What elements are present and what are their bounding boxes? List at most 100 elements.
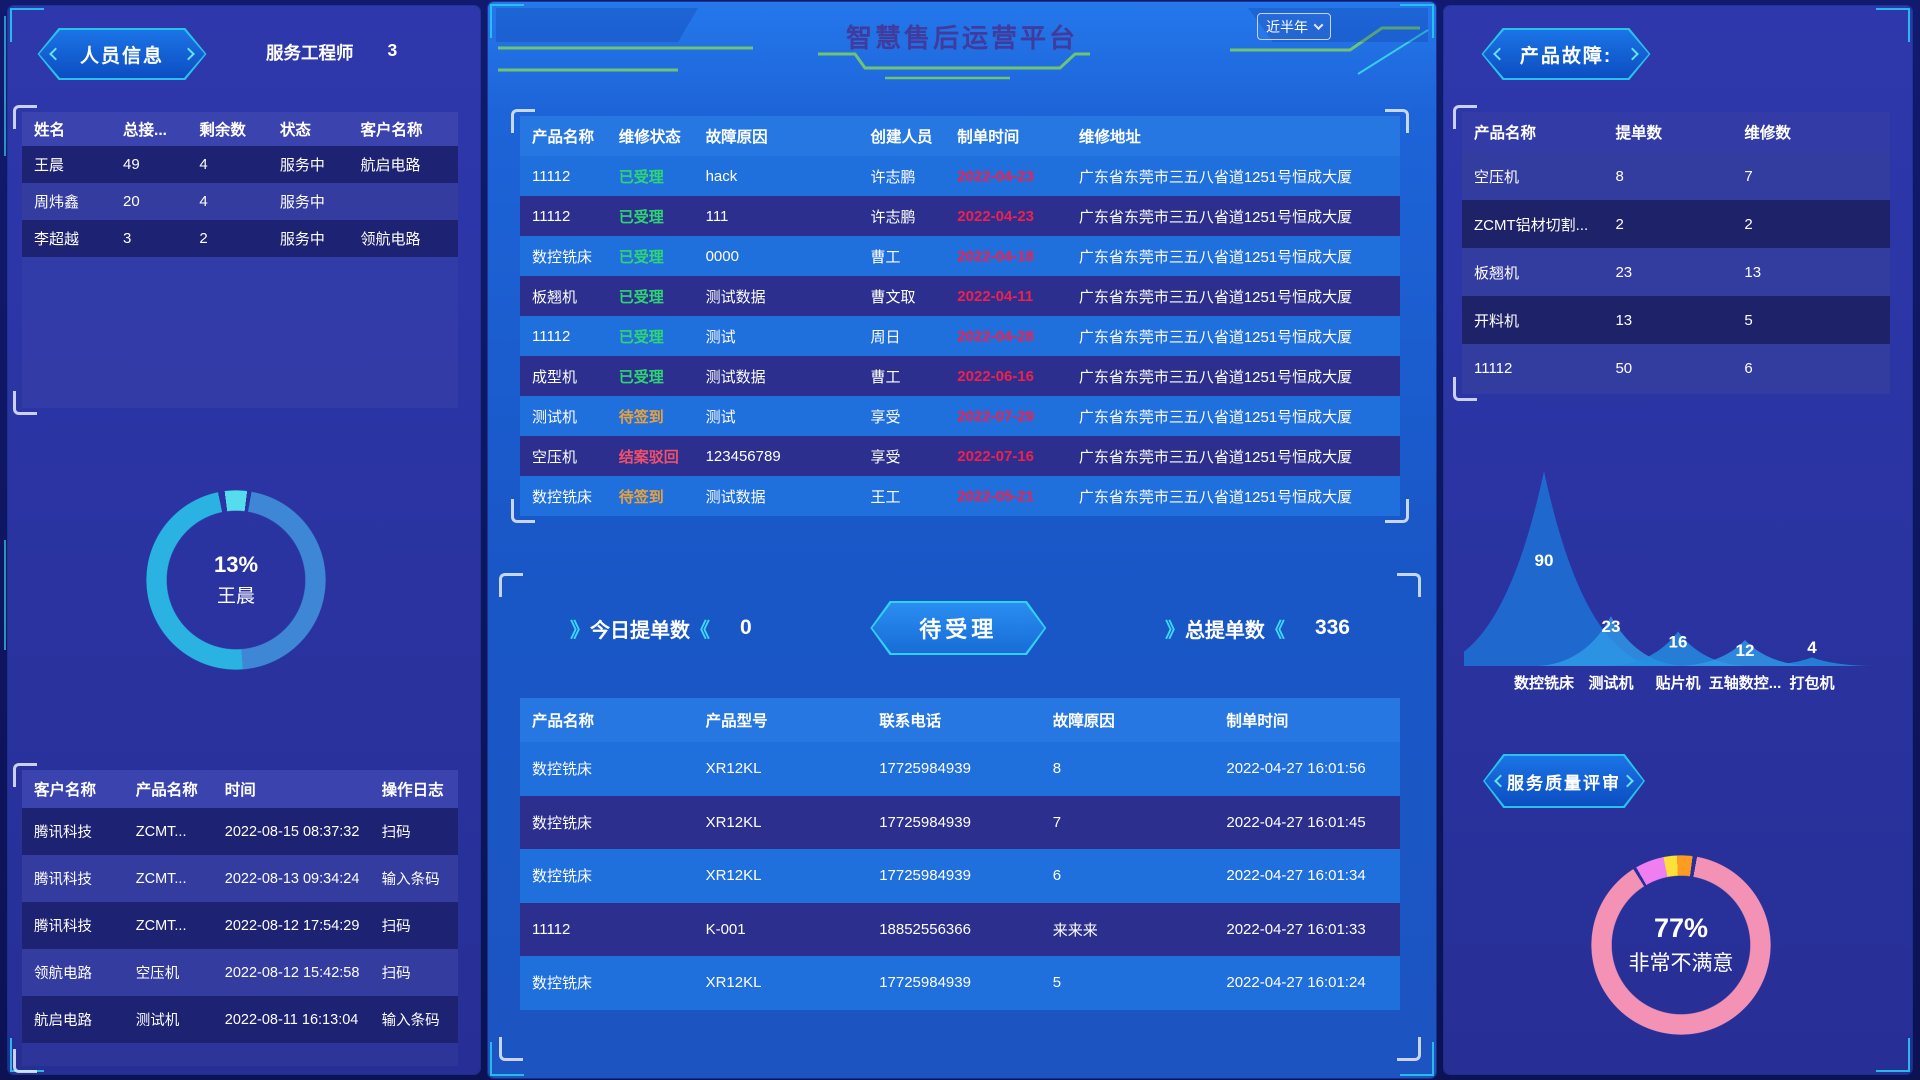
- corner-decoration: [1876, 1038, 1910, 1072]
- table-cell: 5: [1052, 974, 1062, 992]
- table-cell: 123456789: [705, 447, 781, 465]
- table-cell: 2022-07-29: [957, 407, 1035, 425]
- mountain-peak: [1537, 616, 1685, 666]
- table-cell: 数控铣床: [532, 248, 593, 266]
- column-header: 姓名: [34, 122, 66, 139]
- table-cell: 11112: [1474, 359, 1513, 377]
- table-cell: 来来来: [1052, 921, 1098, 939]
- corner-bracket: [1397, 1037, 1421, 1061]
- column-header: 提单数: [1615, 125, 1662, 142]
- table-cell: 2022-08-12 15:42:58: [224, 964, 360, 981]
- column-header: 故障原因: [1052, 713, 1115, 730]
- column-header: 产品名称: [135, 782, 198, 799]
- table-cell: 7: [1744, 167, 1753, 185]
- mountain-peak: [1431, 471, 1657, 666]
- donut-person-name: 王晨: [216, 586, 255, 607]
- table-cell: 23: [1615, 263, 1633, 281]
- table-cell: 王晨: [34, 157, 65, 174]
- table-cell: 享受: [870, 448, 901, 466]
- table-cell: 广东省东莞市三五八省道1251号恒成大厦: [1078, 328, 1353, 346]
- today-tickets-label: 今日提单数: [590, 619, 690, 642]
- table-cell: 8: [1615, 167, 1624, 185]
- fault-table-header: 产品名称 提单数 维修数: [1462, 112, 1890, 152]
- column-header: 维修状态: [618, 129, 681, 146]
- table-cell: 2022-05-21: [957, 487, 1035, 505]
- total-tickets-stat: 》 总提单数 《 336: [1165, 614, 1350, 643]
- table-cell: XR12KL: [705, 760, 762, 778]
- table-cell: 8: [1052, 760, 1062, 778]
- table-row: 开料机 13 5: [1462, 296, 1890, 344]
- peak-value-label: 4: [1807, 638, 1817, 657]
- log-table-body: 腾讯科技 ZCMT... 2022-08-15 08:37:32 扫码 腾讯科技 ZCMT…: [22, 808, 458, 1043]
- engineer-count: 3: [387, 40, 398, 60]
- table-cell: 服务中: [279, 194, 325, 211]
- table-cell: 20: [123, 193, 140, 210]
- corner-bracket: [13, 1049, 37, 1073]
- table-row: 数控铣床 XR12KL 17725984939 7 2022-04-27 16:01:4…: [520, 795, 1400, 849]
- table-cell: 许志鹏: [870, 208, 916, 226]
- engineer-label: 服务工程师: [266, 43, 354, 63]
- repair-orders-table: 产品名称 维修状态 故障原因 创建人员 制单时间 维修地址 11112 已受理 hack 许志鹏…: [511, 109, 1409, 523]
- badge-fill: [1484, 756, 1644, 806]
- column-header: 产品名称: [532, 713, 595, 730]
- table-cell: 服务中: [279, 157, 325, 174]
- donut-ring: [146, 490, 326, 670]
- table-cell: 2022-04-18: [957, 247, 1035, 265]
- quality-percent: 77%: [1653, 913, 1709, 943]
- table-cell: 广东省东莞市三五八省道1251号恒成大厦: [1078, 248, 1353, 266]
- table-cell: 扫码: [381, 966, 411, 982]
- stats-band: 》 今日提单数 《 0 待受理 》 总提单数 《 336: [522, 596, 1398, 660]
- service-quality-badge-label: 服务质量评审: [1507, 773, 1621, 793]
- table-cell: 扫码: [381, 919, 411, 935]
- personnel-table-body: 王晨 49 4 服务中 航启电路 周炜鑫 20 4 服务中 李超越 3 2 服务中 领航电路: [22, 146, 458, 257]
- table-cell: 数控铣床: [532, 814, 593, 832]
- table-cell: 成型机: [532, 368, 578, 386]
- column-header: 创建人员: [870, 129, 933, 146]
- table-cell: 曹文取: [870, 288, 916, 306]
- table-cell: 广东省东莞市三五八省道1251号恒成大厦: [1078, 488, 1353, 506]
- ticket-stats-section: 》 今日提单数 《 0 待受理 》 总提单数 《 336 产: [499, 573, 1421, 1061]
- time-range-dropdown[interactable]: 近半年: [1257, 13, 1331, 40]
- table-row: 板翘机 已受理 测试数据 曹文取 2022-04-11 广东省东莞市三五八省道1251号恒…: [520, 276, 1400, 316]
- deco-chevron: 《: [690, 619, 710, 642]
- table-cell: 49: [123, 156, 140, 173]
- column-header: 产品型号: [705, 713, 768, 730]
- table-cell: 11112: [532, 167, 571, 185]
- table-cell: XR12KL: [705, 813, 762, 831]
- table-cell: 11112: [532, 920, 571, 938]
- table-cell: 已受理: [618, 248, 664, 266]
- fault-distribution-chart: 90 数控铣床 23 测试机 16 贴片机 12 五轴数控... 4 打包机: [1431, 466, 1904, 704]
- table-cell: 板翘机: [532, 288, 578, 306]
- table-cell: 空压机: [532, 448, 578, 466]
- table-row: 李超越 3 2 服务中 领航电路: [22, 220, 458, 257]
- table-cell: 测试机: [532, 408, 578, 426]
- table-cell: 50: [1615, 359, 1633, 377]
- column-header: 产品名称: [1474, 125, 1537, 142]
- table-cell: 6: [1744, 359, 1753, 377]
- table-row: 数控铣床 XR12KL 17725984939 8 2022-04-27 16:01:5…: [520, 742, 1400, 796]
- corner-bracket: [1397, 573, 1421, 597]
- table-row: 空压机 结案驳回 123456789 享受 2022-07-16 广东省东莞市三五八省道1…: [520, 436, 1400, 476]
- corner-bracket: [499, 1037, 523, 1061]
- table-cell: 0000: [705, 247, 739, 265]
- product-fault-badge: 产品故障:: [1470, 28, 1662, 80]
- deco-chevron: 《: [1264, 619, 1285, 642]
- table-cell: XR12KL: [705, 974, 762, 992]
- personnel-badge-label: 人员信息: [79, 45, 164, 67]
- table-cell: 2022-04-23: [957, 167, 1035, 185]
- table-cell: 领航电路: [34, 966, 92, 982]
- table-row: 王晨 49 4 服务中 航启电路: [22, 146, 458, 183]
- table-cell: 13: [1615, 311, 1633, 329]
- table-row: 数控铣床 已受理 0000 曹工 2022-04-18 广东省东莞市三五八省道1251号恒…: [520, 236, 1400, 276]
- table-cell: 4: [199, 156, 208, 173]
- pending-filter-button[interactable]: 待受理: [870, 601, 1047, 655]
- table-cell: 周日: [870, 328, 901, 346]
- table-cell: 测试: [705, 408, 736, 426]
- peak-value-label: 90: [1535, 551, 1554, 570]
- table-cell: ZCMT...: [135, 917, 187, 934]
- table-cell: 空压机: [1474, 168, 1520, 186]
- total-tickets-value: 336: [1314, 616, 1350, 639]
- column-header: 故障原因: [705, 129, 768, 146]
- table-row: 数控铣床 XR12KL 17725984939 5 2022-04-27 16:01:2…: [520, 956, 1400, 1010]
- column-header: 时间: [224, 782, 256, 799]
